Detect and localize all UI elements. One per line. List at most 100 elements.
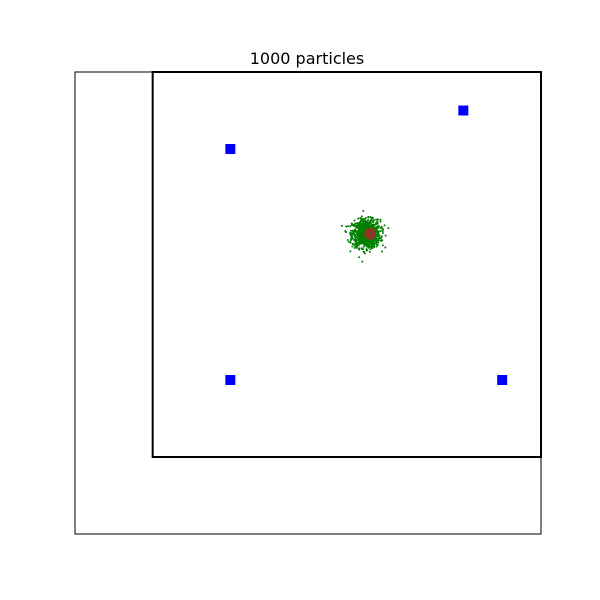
- particle-point: [379, 230, 382, 233]
- particle-point: [375, 245, 378, 248]
- particle-point: [350, 235, 353, 238]
- particle-point: [366, 225, 369, 228]
- landmark-marker: [497, 375, 508, 385]
- particle-point: [356, 239, 359, 242]
- particle-point: [372, 240, 375, 243]
- particle-point: [369, 225, 372, 228]
- particle-point: [376, 230, 379, 233]
- particle-point: [363, 252, 366, 255]
- particle-point: [367, 224, 370, 227]
- particle-point: [367, 246, 370, 249]
- particle-point: [354, 222, 357, 225]
- particle-point: [387, 227, 390, 230]
- particle-point: [360, 229, 363, 232]
- chart-title: 1000 particles: [250, 49, 364, 68]
- particle-point: [369, 216, 372, 219]
- particle-point: [340, 224, 343, 227]
- robot-layer: [364, 227, 377, 240]
- particle-point: [344, 229, 347, 232]
- particle-point: [374, 242, 377, 245]
- particle-point: [361, 260, 364, 263]
- particle-point: [380, 250, 383, 253]
- particle-point: [357, 226, 360, 229]
- particle-point: [360, 247, 363, 250]
- particle-point: [358, 256, 361, 259]
- particle-point: [350, 222, 353, 225]
- particle-point: [379, 218, 382, 221]
- particle-point: [383, 224, 386, 227]
- particle-point: [363, 220, 366, 223]
- particle-point: [362, 228, 365, 231]
- particle-point: [380, 225, 383, 228]
- particle-point: [359, 235, 362, 238]
- particle-point: [351, 229, 354, 232]
- particle-point: [375, 221, 378, 224]
- particle-point: [362, 231, 365, 234]
- particle-point: [355, 242, 358, 245]
- particle-point: [359, 221, 362, 224]
- particle-point: [352, 237, 355, 240]
- particle-point: [374, 228, 377, 231]
- particle-point: [355, 229, 358, 232]
- landmark-marker: [458, 105, 469, 116]
- particle-point: [354, 236, 357, 239]
- particle-point: [351, 242, 354, 245]
- particle-point: [363, 218, 366, 221]
- particle-point: [375, 218, 378, 221]
- particle-point: [374, 223, 377, 226]
- particle-point: [375, 233, 378, 236]
- axes-frame: [74, 71, 542, 535]
- particle-point: [345, 225, 348, 228]
- particle-point: [378, 237, 381, 240]
- particle-point: [349, 250, 352, 253]
- landmark-marker: [225, 375, 236, 385]
- particle-point: [370, 223, 373, 226]
- particle-point: [353, 244, 356, 247]
- particle-point: [346, 238, 349, 241]
- particle-point: [364, 241, 367, 244]
- particle-point: [371, 217, 374, 220]
- particle-point: [373, 219, 376, 222]
- particle-point: [357, 240, 360, 243]
- particle-point: [378, 239, 381, 242]
- particle-point: [384, 234, 387, 237]
- particle-point: [377, 233, 380, 236]
- particle-point: [377, 241, 380, 244]
- particle-point: [376, 218, 379, 221]
- particle-point: [366, 249, 369, 252]
- particle-point: [360, 217, 363, 220]
- landmark-marker: [225, 144, 236, 154]
- particle-point: [351, 245, 354, 248]
- particle-point: [372, 221, 375, 224]
- particle-point: [371, 226, 374, 229]
- particle-point: [365, 243, 368, 246]
- particle-point: [375, 237, 378, 240]
- particle-point: [361, 242, 364, 245]
- particle-point: [350, 236, 353, 239]
- particle-point: [362, 218, 365, 221]
- particle-point: [350, 229, 353, 232]
- particle-point: [380, 227, 383, 230]
- particle-point: [367, 219, 370, 222]
- particle-point: [357, 217, 360, 220]
- particle-point: [353, 234, 356, 237]
- particle-point: [359, 238, 362, 241]
- particle-point: [359, 241, 362, 244]
- particle-point: [379, 220, 382, 223]
- particle-point: [376, 225, 379, 228]
- particle-point: [354, 245, 357, 248]
- particle-point: [372, 245, 375, 248]
- particle-point: [352, 232, 355, 235]
- particle-point: [360, 215, 363, 218]
- particle-point: [349, 241, 352, 244]
- particle-point: [384, 246, 387, 249]
- particle-point: [368, 250, 371, 253]
- particle-point: [356, 222, 359, 225]
- particle-point: [380, 239, 383, 242]
- particle-point: [360, 233, 363, 236]
- particle-point: [358, 234, 361, 237]
- particle-point: [347, 240, 350, 243]
- particle-point: [358, 247, 361, 250]
- particle-point: [371, 247, 374, 250]
- particle-point: [362, 210, 365, 213]
